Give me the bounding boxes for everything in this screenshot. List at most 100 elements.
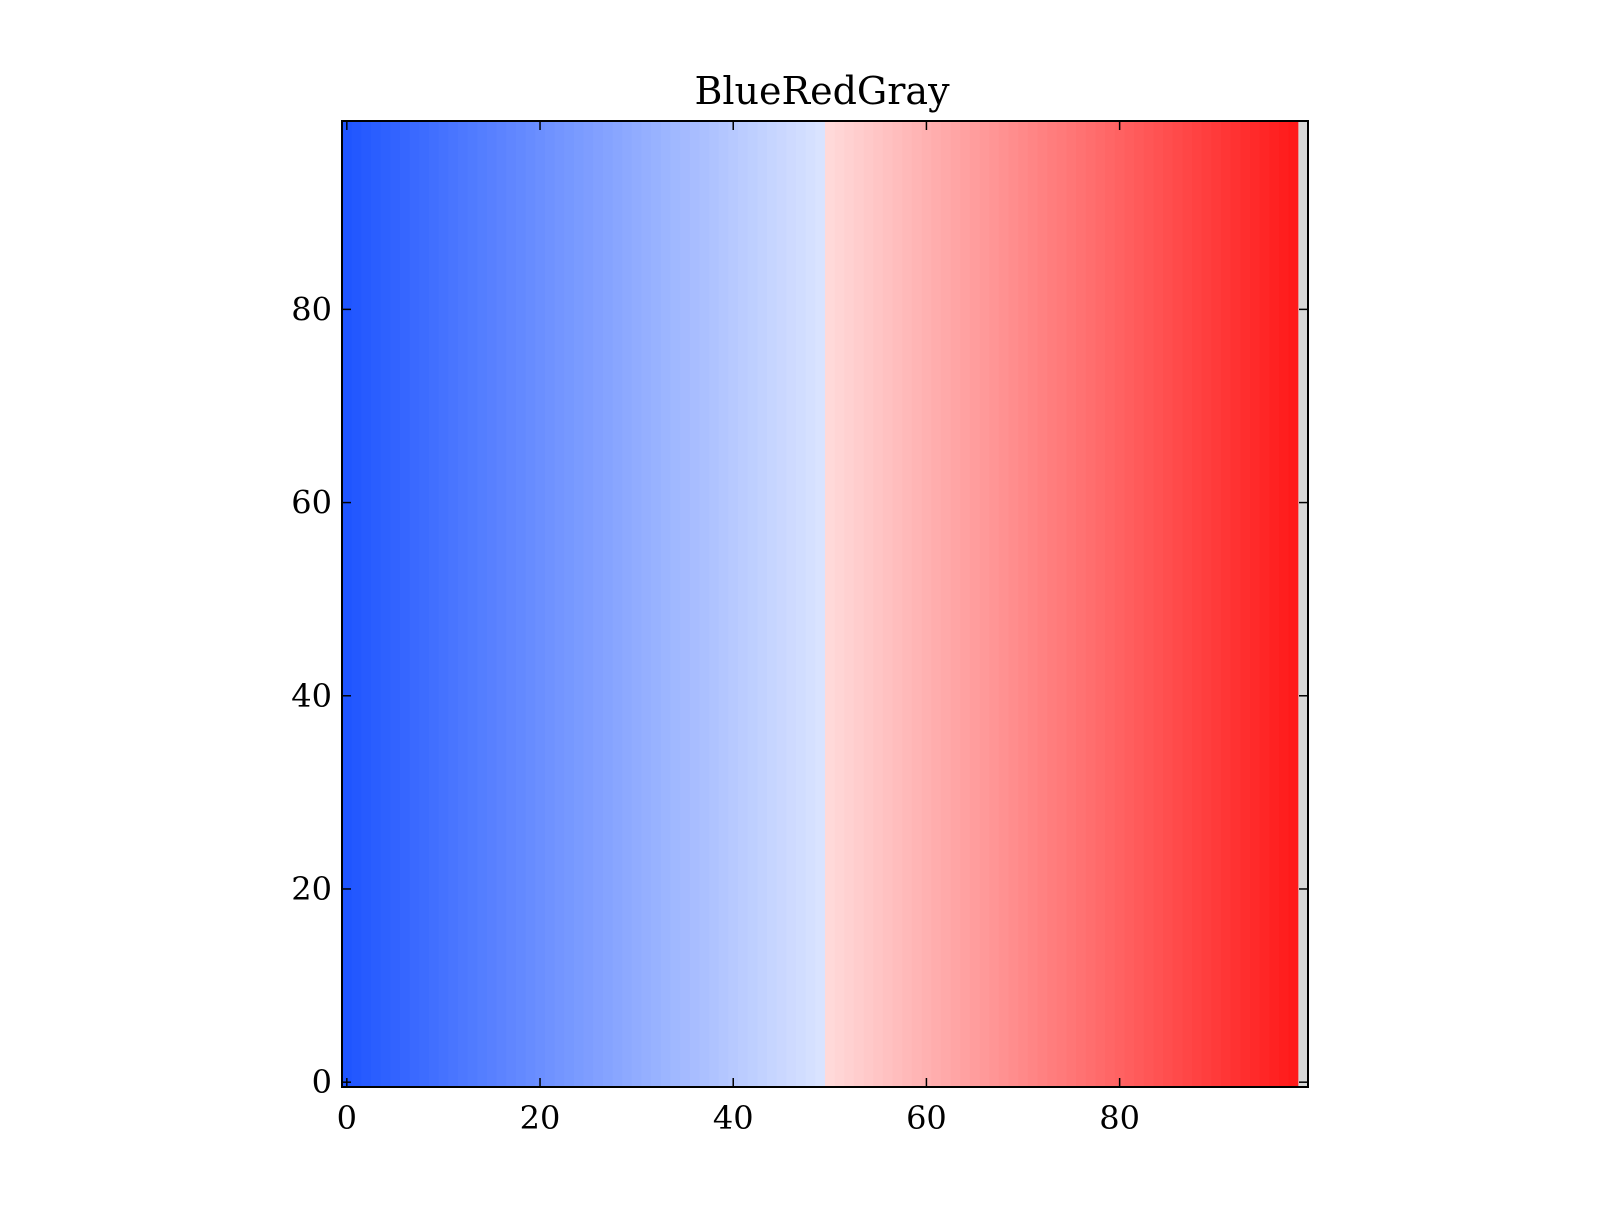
heatmap-column bbox=[361, 121, 372, 1087]
heatmap-column bbox=[1221, 121, 1232, 1087]
heatmap-column bbox=[805, 121, 816, 1087]
heatmap-column bbox=[573, 121, 585, 1087]
heatmap-column bbox=[342, 121, 353, 1087]
heatmap-column bbox=[583, 121, 594, 1087]
axis-ticks bbox=[342, 121, 1308, 1087]
heatmap-column bbox=[853, 121, 865, 1087]
y-tick-label: 0 bbox=[312, 1063, 332, 1101]
x-tick-labels: 0 20 40 60 80 bbox=[337, 1099, 1140, 1137]
heatmap-column bbox=[1250, 121, 1261, 1087]
heatmap-column bbox=[1201, 121, 1212, 1087]
y-tick-label: 80 bbox=[291, 290, 332, 328]
heatmap-column bbox=[380, 121, 391, 1087]
heatmap-column bbox=[757, 121, 768, 1087]
heatmap-column bbox=[776, 121, 787, 1087]
heatmap-cells bbox=[342, 121, 1309, 1087]
heatmap-column bbox=[1259, 121, 1270, 1087]
heatmap-column bbox=[1230, 121, 1241, 1087]
heatmap-column bbox=[1076, 121, 1087, 1087]
heatmap-column bbox=[911, 121, 923, 1087]
heatmap-column bbox=[863, 121, 874, 1087]
heatmap-column bbox=[535, 121, 546, 1087]
heatmap-column bbox=[998, 121, 1010, 1087]
y-tick-label: 60 bbox=[291, 484, 332, 522]
heatmap-column bbox=[825, 121, 836, 1087]
heatmap-column bbox=[844, 121, 855, 1087]
heatmap-column bbox=[1269, 121, 1280, 1087]
heatmap-column bbox=[457, 121, 469, 1087]
heatmap-column bbox=[390, 121, 401, 1087]
heatmap-column bbox=[544, 121, 556, 1087]
x-tick-label: 60 bbox=[906, 1099, 947, 1137]
heatmap-column bbox=[921, 121, 932, 1087]
heatmap-column bbox=[506, 121, 517, 1087]
x-tick-label: 20 bbox=[520, 1099, 561, 1137]
y-tick-label: 40 bbox=[291, 677, 332, 715]
heatmap-column bbox=[602, 121, 614, 1087]
heatmap-column bbox=[1095, 121, 1106, 1087]
chart-title: BlueRedGray bbox=[694, 69, 950, 113]
heatmap-column bbox=[1153, 121, 1164, 1087]
heatmap-column bbox=[651, 121, 662, 1087]
heatmap-column bbox=[486, 121, 498, 1087]
heatmap-column bbox=[1047, 121, 1058, 1087]
heatmap-column bbox=[815, 121, 826, 1087]
heatmap-column bbox=[960, 121, 971, 1087]
heatmap-column bbox=[622, 121, 633, 1087]
heatmap-column bbox=[931, 121, 942, 1087]
heatmap-column bbox=[1172, 121, 1184, 1087]
heatmap-column bbox=[902, 121, 913, 1087]
heatmap-column bbox=[1114, 121, 1126, 1087]
heatmap-column bbox=[738, 121, 749, 1087]
heatmap-column bbox=[989, 121, 1000, 1087]
heatmap-column bbox=[728, 121, 739, 1087]
heatmap-column bbox=[670, 121, 681, 1087]
heatmap-column bbox=[564, 121, 575, 1087]
heatmap-column bbox=[979, 121, 990, 1087]
heatmap-column bbox=[1211, 121, 1222, 1087]
heatmap-column bbox=[1298, 121, 1309, 1087]
heatmap-column bbox=[351, 121, 362, 1087]
heatmap-column bbox=[409, 121, 420, 1087]
plot-frame bbox=[341, 120, 1309, 1088]
heatmap-column bbox=[834, 121, 845, 1087]
heatmap-column bbox=[767, 121, 778, 1087]
x-tick-label: 0 bbox=[337, 1099, 357, 1137]
heatmap-column bbox=[873, 121, 884, 1087]
heatmap-column bbox=[525, 121, 536, 1087]
heatmap-column bbox=[419, 121, 430, 1087]
heatmap-column bbox=[940, 121, 952, 1087]
heatmap-column bbox=[718, 121, 729, 1087]
heatmap-column bbox=[1085, 121, 1097, 1087]
heatmap-column bbox=[593, 121, 604, 1087]
heatmap-column bbox=[1027, 121, 1039, 1087]
heatmap-column bbox=[1288, 121, 1299, 1087]
heatmap-column bbox=[950, 121, 961, 1087]
heatmap-column bbox=[1240, 121, 1251, 1087]
heatmap-column bbox=[1163, 121, 1174, 1087]
heatmap-column bbox=[1279, 121, 1290, 1087]
heatmap-column bbox=[515, 121, 527, 1087]
heatmap-column bbox=[660, 121, 672, 1087]
heatmap-column bbox=[1134, 121, 1145, 1087]
heatmap-column bbox=[641, 121, 652, 1087]
heatmap-column bbox=[496, 121, 507, 1087]
heatmap-column bbox=[1056, 121, 1068, 1087]
heatmap-column bbox=[969, 121, 981, 1087]
heatmap-column bbox=[709, 121, 720, 1087]
heatmap-column bbox=[1143, 121, 1155, 1087]
heatmap-column bbox=[892, 121, 903, 1087]
heatmap-column bbox=[1037, 121, 1048, 1087]
heatmap-column bbox=[612, 121, 623, 1087]
heatmap-column bbox=[1008, 121, 1019, 1087]
heatmap-column bbox=[882, 121, 894, 1087]
heatmap-column bbox=[399, 121, 411, 1087]
heatmap-column bbox=[477, 121, 488, 1087]
heatmap-column bbox=[1192, 121, 1203, 1087]
heatmap-column bbox=[796, 121, 807, 1087]
heatmap-column bbox=[1105, 121, 1116, 1087]
heatmap-column bbox=[438, 121, 449, 1087]
heatmap-column bbox=[689, 121, 701, 1087]
